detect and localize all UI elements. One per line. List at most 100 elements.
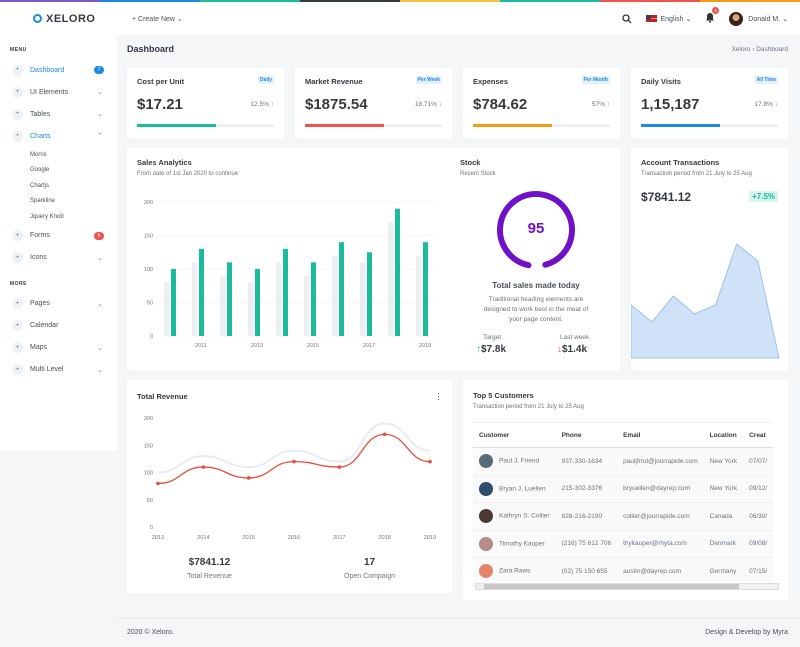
horizontal-scrollbar[interactable] bbox=[475, 583, 779, 590]
chevron-icon: ⌄ bbox=[97, 344, 103, 352]
table-cell: thykauper@rhyta.com bbox=[617, 530, 704, 558]
customer-avatar bbox=[479, 481, 493, 496]
last-week-label: Last week bbox=[560, 334, 590, 341]
chevron-icon: ⌄ bbox=[97, 89, 103, 96]
cell-text: (02) 75 150 655 bbox=[561, 567, 608, 575]
table-cell: collier@jourrapide.com bbox=[617, 502, 704, 531]
x-tick-label: 2015 bbox=[243, 535, 255, 541]
cell-text: 07/15/ bbox=[749, 567, 768, 575]
table-row[interactable]: Timothy Kauper (216) 75 612 706 thykauper@… bbox=[473, 530, 774, 558]
cell-text: Paul J. Friend bbox=[499, 457, 540, 465]
y-tick-label: 50 bbox=[147, 301, 153, 307]
user-menu[interactable]: Donald M. ⌄ bbox=[748, 15, 788, 23]
strip-segment bbox=[600, 0, 700, 2]
revenue-title: Total Revenue bbox=[137, 392, 188, 401]
cell-text: pauljfrnd@jourrapide.com bbox=[623, 457, 698, 465]
breadcrumb-current: Dashboard bbox=[756, 46, 788, 53]
breadcrumb-home[interactable]: Xeloro bbox=[731, 46, 751, 53]
chevron-icon: ⌄ bbox=[97, 254, 103, 262]
sidebar-subitem[interactable]: Google bbox=[30, 167, 50, 174]
sidebar-item-ui-elements[interactable]: • UI Elements ⌄ bbox=[0, 81, 117, 103]
table-cell: pauljfrnd@jourrapide.com bbox=[617, 447, 704, 476]
x-tick-label: 2011 bbox=[195, 343, 207, 349]
area-series bbox=[631, 243, 780, 359]
sidebar-item-dashboard[interactable]: • Dashboard 7 bbox=[0, 59, 117, 81]
sales-bar-chart: 0 50 100 150 200 2011 2013 2015 2017 2019 bbox=[144, 200, 437, 349]
table-row[interactable]: Bryan J. Luellen 215-302-3376 bryuellen@da… bbox=[473, 475, 774, 503]
table-icon: • bbox=[12, 108, 23, 120]
stat-change-value: 18.71% bbox=[414, 101, 437, 108]
create-new-button[interactable]: + Create New ⌄ bbox=[132, 15, 183, 23]
sidebar-item-forms[interactable]: • Forms 6 bbox=[0, 225, 117, 247]
cell-text: Zara Raws bbox=[499, 567, 531, 575]
sidebar-item-multi-level[interactable]: • Multi Level ⌄ bbox=[0, 359, 117, 381]
table-row[interactable]: Zara Raws (02) 75 150 655 austin@dayrep.co… bbox=[473, 557, 774, 586]
sidebar-subitem[interactable]: Jquery Knob bbox=[30, 213, 64, 220]
table-cell: 07/07/ bbox=[743, 447, 774, 476]
sidebar-item-pages[interactable]: • Pages ⌄ bbox=[0, 293, 117, 315]
sidebar-item-charts[interactable]: • Charts ⌃ bbox=[0, 125, 117, 147]
sidebar-item-calendar[interactable]: • Calendar bbox=[0, 315, 117, 337]
table-cell: 828-216-2190 bbox=[555, 502, 618, 531]
cell-text: 07/07/ bbox=[749, 457, 768, 465]
stat-period-badge: All Time bbox=[754, 76, 778, 84]
y-tick-label: 150 bbox=[144, 234, 153, 240]
sidebar-subitem[interactable]: Sparkline bbox=[30, 198, 56, 205]
arrow-down-icon: ↓ bbox=[774, 101, 778, 108]
bar bbox=[276, 262, 281, 336]
breadcrumb-separator: › bbox=[752, 46, 755, 53]
sales-subtitle: From date of 1st Jan 2020 to continue bbox=[137, 171, 239, 177]
cell-text: Timothy Kauper bbox=[499, 540, 545, 548]
stock-description: Traditional heading elements are designe… bbox=[483, 296, 589, 323]
table-cell: (216) 75 612 706 bbox=[555, 530, 618, 558]
x-tick-label: 2016 bbox=[288, 535, 300, 541]
user-avatar[interactable] bbox=[729, 11, 744, 26]
account-transactions-card: Account Transactions Transaction period … bbox=[631, 148, 788, 370]
stat-period-badge: Per Month bbox=[581, 76, 610, 84]
line-point bbox=[292, 459, 296, 464]
sidebar-item-label: Icons bbox=[30, 254, 47, 261]
table-cell: (02) 75 150 655 bbox=[555, 557, 618, 586]
column-header: Email bbox=[617, 422, 704, 448]
line-point bbox=[246, 476, 251, 480]
sidebar-item-icons[interactable]: • Icons ⌄ bbox=[0, 247, 117, 269]
stat-change-value: 57% bbox=[591, 101, 605, 108]
sidebar-item-maps[interactable]: • Maps ⌄ bbox=[0, 337, 117, 359]
open-campaign-value: 17 bbox=[363, 557, 376, 568]
cell-text: 06/30/ bbox=[749, 512, 768, 520]
cell-text: bryuellen@dayrep.com bbox=[623, 485, 691, 493]
language-selector[interactable]: English ⌄ bbox=[660, 15, 692, 23]
us-flag-icon bbox=[645, 15, 657, 22]
sidebar-item-tables[interactable]: • Tables ⌄ bbox=[0, 103, 117, 125]
table-row[interactable]: Paul J. Friend 937-330-1634 pauljfrnd@jour… bbox=[473, 447, 774, 476]
stat-card: Expenses Per Month $784.62 57% ↑ bbox=[463, 68, 620, 138]
chevron-icon: ⌄ bbox=[97, 111, 103, 118]
x-tick-label: 2013 bbox=[251, 343, 263, 349]
strip-segment bbox=[0, 0, 100, 2]
stat-period-badge: Per Week bbox=[415, 76, 442, 84]
sidebar-subitem[interactable]: Morris bbox=[30, 151, 47, 158]
account-area-chart bbox=[631, 243, 780, 359]
scrollbar-thumb[interactable] bbox=[484, 584, 739, 589]
logo[interactable]: XELORO bbox=[0, 2, 117, 35]
sidebar-subitem[interactable]: Chartjs bbox=[30, 182, 50, 189]
more-options-icon[interactable]: · · · bbox=[437, 388, 440, 404]
gauge-arc bbox=[497, 191, 575, 269]
cell-text: Kathryn S. Collier bbox=[499, 512, 550, 520]
y-tick-label: 100 bbox=[144, 471, 153, 477]
footer: 2020 © Xeloro. Design & Develop by Myra bbox=[117, 618, 800, 647]
table-cell: Paul J. Friend bbox=[473, 447, 556, 476]
notification-badge: 6 bbox=[712, 7, 720, 14]
x-tick-label: 2014 bbox=[197, 535, 209, 541]
arrow-up-icon: ↑ bbox=[606, 101, 610, 108]
table-row[interactable]: Kathryn S. Collier 828-216-2190 collier@jo… bbox=[473, 502, 774, 531]
sidebar-item-label: Tables bbox=[30, 110, 51, 118]
notifications-button[interactable]: 6 bbox=[705, 7, 720, 25]
strip-segment bbox=[700, 0, 800, 2]
stat-progress bbox=[305, 124, 442, 127]
search-icon[interactable] bbox=[621, 13, 632, 24]
sidebar-item-label: Calendar bbox=[30, 322, 59, 329]
cell-text: 215-302-3376 bbox=[561, 485, 603, 493]
customers-title: Top 5 Customers bbox=[473, 391, 534, 400]
diamond-icon: • bbox=[12, 86, 23, 98]
